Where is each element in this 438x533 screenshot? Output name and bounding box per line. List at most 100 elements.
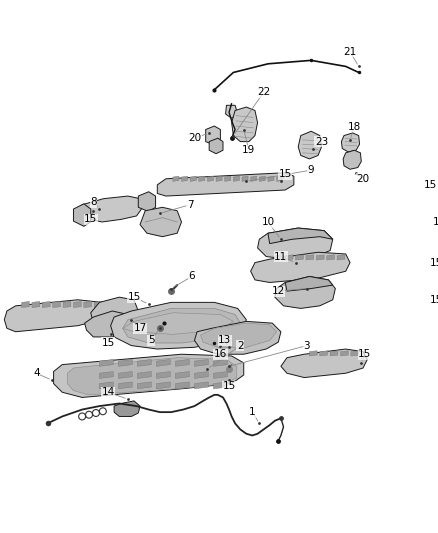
Text: 7: 7 [187, 200, 194, 209]
Polygon shape [258, 228, 333, 259]
Polygon shape [138, 192, 155, 212]
Text: 15: 15 [358, 349, 371, 359]
Text: 18: 18 [348, 122, 361, 132]
Polygon shape [213, 382, 227, 389]
Polygon shape [268, 228, 333, 244]
Polygon shape [91, 297, 138, 328]
Polygon shape [327, 255, 335, 260]
Polygon shape [63, 302, 71, 308]
Text: 5: 5 [148, 335, 155, 345]
Text: 19: 19 [242, 146, 255, 155]
Polygon shape [213, 372, 227, 378]
Polygon shape [232, 107, 258, 142]
Text: 15: 15 [430, 295, 438, 305]
Polygon shape [176, 359, 189, 366]
Polygon shape [199, 176, 205, 181]
Polygon shape [285, 255, 293, 260]
Polygon shape [242, 176, 248, 181]
Polygon shape [209, 138, 223, 154]
Polygon shape [330, 351, 338, 356]
Text: 16: 16 [214, 349, 227, 359]
Text: 11: 11 [274, 252, 287, 262]
Polygon shape [176, 372, 189, 378]
Polygon shape [94, 302, 102, 308]
Polygon shape [206, 126, 220, 145]
Polygon shape [216, 176, 222, 181]
Text: 22: 22 [257, 87, 270, 98]
Polygon shape [156, 372, 170, 378]
Text: 23: 23 [315, 136, 328, 147]
Text: 15: 15 [127, 292, 141, 302]
Polygon shape [53, 354, 244, 398]
Text: 9: 9 [308, 165, 314, 175]
Polygon shape [309, 351, 317, 356]
Text: 6: 6 [189, 271, 195, 281]
Text: 8: 8 [90, 197, 97, 207]
Text: 14: 14 [102, 387, 115, 397]
Polygon shape [251, 252, 350, 282]
Text: 15: 15 [279, 169, 292, 180]
Polygon shape [138, 372, 151, 378]
Polygon shape [276, 176, 283, 181]
Text: 1: 1 [249, 407, 256, 417]
Polygon shape [111, 302, 246, 349]
Polygon shape [351, 351, 359, 356]
Text: 4: 4 [33, 368, 39, 378]
Polygon shape [114, 401, 140, 416]
Text: 12: 12 [272, 286, 285, 296]
Text: 20: 20 [357, 174, 370, 184]
Polygon shape [213, 359, 227, 366]
Polygon shape [275, 277, 336, 309]
Polygon shape [4, 300, 106, 332]
Polygon shape [194, 372, 208, 378]
Polygon shape [251, 176, 257, 181]
Polygon shape [32, 302, 40, 308]
Polygon shape [341, 133, 360, 152]
Polygon shape [118, 359, 132, 366]
Polygon shape [306, 255, 314, 260]
Text: 15: 15 [424, 180, 437, 190]
Polygon shape [208, 176, 213, 181]
Polygon shape [285, 277, 333, 291]
Polygon shape [281, 349, 367, 377]
Polygon shape [74, 204, 91, 227]
Polygon shape [74, 302, 81, 308]
Polygon shape [53, 302, 60, 308]
Polygon shape [123, 313, 233, 334]
Polygon shape [201, 323, 276, 348]
Text: 15: 15 [84, 214, 97, 224]
Polygon shape [176, 382, 189, 389]
Polygon shape [157, 173, 294, 196]
Polygon shape [85, 311, 134, 337]
Text: 2: 2 [237, 341, 244, 351]
Polygon shape [42, 302, 50, 308]
Text: 13: 13 [218, 335, 231, 345]
Text: 21: 21 [343, 47, 357, 56]
Polygon shape [74, 196, 143, 222]
Polygon shape [337, 255, 345, 260]
Text: 15: 15 [432, 217, 438, 227]
Polygon shape [118, 372, 132, 378]
Polygon shape [84, 302, 92, 308]
Polygon shape [275, 255, 283, 260]
Text: 20: 20 [188, 133, 201, 143]
Text: 15: 15 [430, 257, 438, 268]
Polygon shape [259, 176, 265, 181]
Polygon shape [316, 255, 324, 260]
Polygon shape [194, 321, 281, 354]
Text: 15: 15 [102, 338, 115, 348]
Text: 3: 3 [304, 341, 310, 351]
Polygon shape [225, 176, 231, 181]
Text: 10: 10 [261, 217, 275, 227]
Polygon shape [118, 382, 132, 389]
Polygon shape [190, 176, 196, 181]
Polygon shape [138, 382, 151, 389]
Polygon shape [173, 176, 179, 181]
Text: 15: 15 [223, 381, 236, 391]
Polygon shape [226, 106, 238, 118]
Polygon shape [233, 176, 240, 181]
Polygon shape [99, 372, 113, 378]
Polygon shape [268, 176, 274, 181]
Text: 17: 17 [134, 324, 147, 333]
Polygon shape [343, 150, 361, 169]
